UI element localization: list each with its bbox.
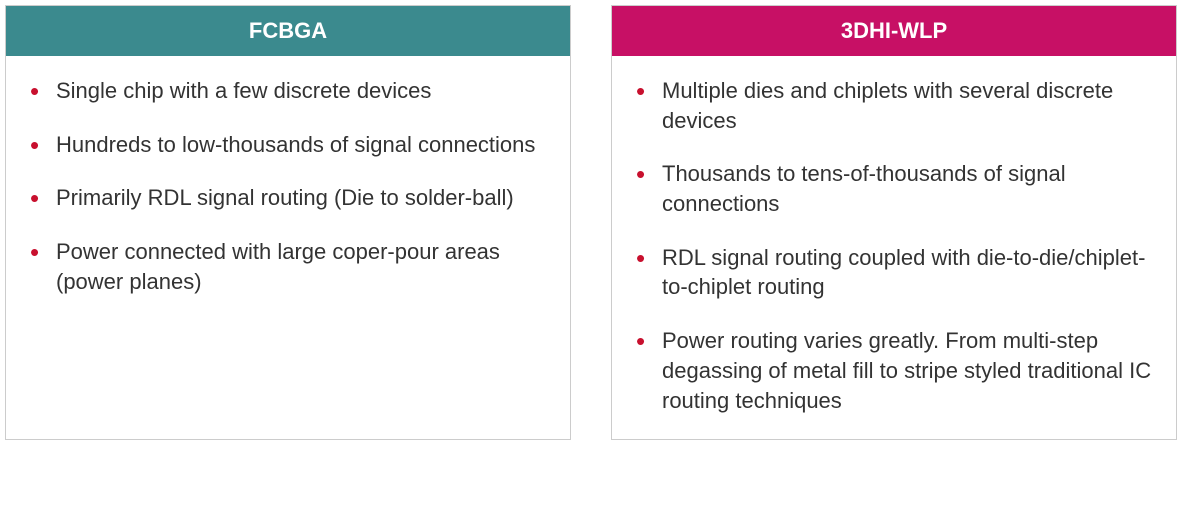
list-item: Power routing varies greatly. From multi… — [636, 326, 1152, 415]
panel-body-3dhi-wlp: Multiple dies and chiplets with several … — [612, 56, 1176, 439]
list-item: Power connected with large coper-pour ar… — [30, 237, 546, 296]
panel-fcbga: FCBGA Single chip with a few discrete de… — [5, 5, 571, 440]
list-item: Hundreds to low-thousands of signal conn… — [30, 130, 546, 160]
bullet-list-fcbga: Single chip with a few discrete devices H… — [30, 76, 546, 296]
panel-header-fcbga: FCBGA — [6, 6, 570, 56]
list-item: Single chip with a few discrete devices — [30, 76, 546, 106]
list-item: Thousands to tens-of-thousands of signal… — [636, 159, 1152, 218]
list-item: RDL signal routing coupled with die-to-d… — [636, 243, 1152, 302]
bullet-list-3dhi-wlp: Multiple dies and chiplets with several … — [636, 76, 1152, 415]
comparison-container: FCBGA Single chip with a few discrete de… — [5, 5, 1177, 440]
panel-body-fcbga: Single chip with a few discrete devices H… — [6, 56, 570, 320]
panel-3dhi-wlp: 3DHI-WLP Multiple dies and chiplets with… — [611, 5, 1177, 440]
list-item: Multiple dies and chiplets with several … — [636, 76, 1152, 135]
panel-header-3dhi-wlp: 3DHI-WLP — [612, 6, 1176, 56]
list-item: Primarily RDL signal routing (Die to sol… — [30, 183, 546, 213]
